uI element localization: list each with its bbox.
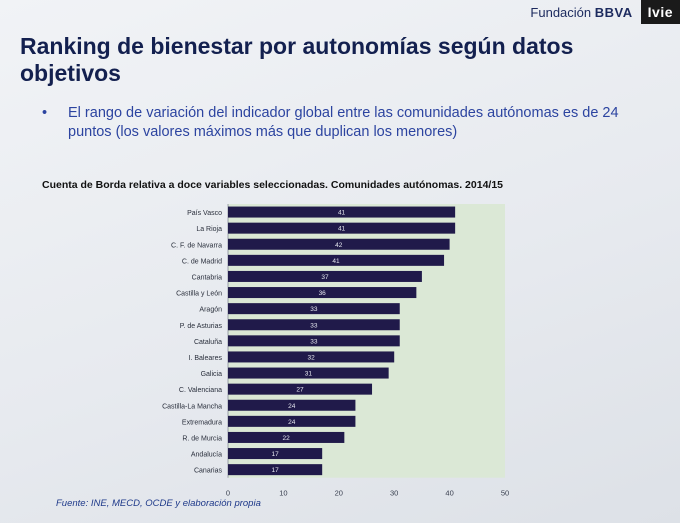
category-label: C. Valenciana [179,387,222,394]
bar [228,238,450,250]
bar [228,383,373,395]
category-label: Cantabria [192,274,222,281]
bar [228,448,323,460]
category-label: I. Baleares [189,355,223,362]
data-label: 17 [271,467,279,474]
data-label: 37 [321,274,329,281]
x-tick-label: 20 [335,489,343,498]
category-label: P. de Asturias [180,323,223,330]
category-label: País Vasco [187,210,222,217]
bar [228,287,417,299]
bar [228,335,400,347]
category-label: Castilla y León [176,291,222,298]
data-label: 33 [310,322,318,329]
bar [228,303,400,315]
bar [228,206,456,218]
data-label: 41 [332,258,340,265]
x-tick-label: 50 [501,489,509,498]
data-label: 41 [338,210,346,217]
bar [228,431,345,443]
bullet-point: • El rango de variación del indicador gl… [42,104,652,141]
x-tick-label: 10 [279,489,287,498]
data-label: 31 [305,371,313,378]
bar [228,464,323,476]
data-label: 17 [271,451,279,458]
category-label: R. de Murcia [182,435,222,442]
category-label: Cataluña [194,339,222,346]
category-label: Canarias [194,468,223,475]
category-label: Andalucía [191,452,222,459]
bullet-dot-icon: • [42,105,48,121]
x-tick-label: 0 [226,489,230,498]
x-tick-label: 30 [390,489,398,498]
brand-text: Fundación BBVA [530,5,632,20]
bar [228,415,356,427]
brand-name: BBVA [594,4,633,20]
data-label: 24 [288,403,296,410]
bar [228,270,422,282]
data-label: 22 [283,435,291,442]
data-label: 36 [319,290,327,297]
bar [228,319,400,331]
category-label: Aragón [199,307,222,314]
data-label: 33 [310,306,318,313]
brand-prefix: Fundación [530,4,592,20]
category-label: C. F. de Navarra [171,242,222,249]
ivie-logo: Ivie [640,0,680,24]
bar [228,222,456,234]
category-label: La Rioja [196,226,222,233]
data-label: 27 [296,387,304,394]
data-label: 24 [288,419,296,426]
bullet-text: El rango de variación del indicador glob… [68,105,619,140]
data-label: 42 [335,242,343,249]
bar [228,399,356,411]
category-label: Castilla-La Mancha [162,403,222,410]
category-label: C. de Madrid [182,258,222,265]
slide-title: Ranking de bienestar por autonomías segú… [20,33,574,87]
data-label: 33 [310,338,318,345]
bar [228,367,389,379]
category-label: Extremadura [182,419,222,426]
bar [228,254,445,266]
data-label: 41 [338,226,346,233]
source-note: Fuente: INE, MECD, OCDE y elaboración pr… [56,498,261,509]
category-label: Galicia [201,371,223,378]
bar [228,351,395,363]
data-label: 32 [307,354,315,361]
chart-title: Cuenta de Borda relativa a doce variable… [42,179,504,191]
x-tick-label: 40 [445,489,453,498]
brand-header: Fundación BBVA Ivie [530,0,680,24]
